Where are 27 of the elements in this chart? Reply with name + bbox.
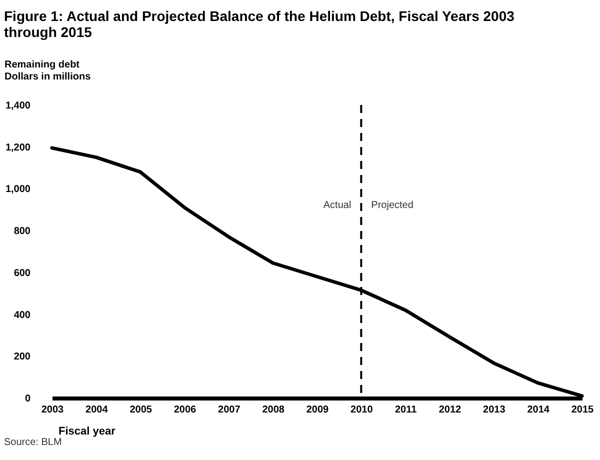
x-tick-label: 2010 — [350, 404, 374, 416]
x-axis-title: Fiscal year — [58, 426, 116, 438]
y-tick-label: 600 — [14, 268, 31, 279]
y-tick-label: 1,000 — [5, 184, 31, 196]
x-tick-label: 2006 — [174, 404, 197, 416]
y-tick-label: 1,200 — [5, 142, 31, 154]
y-tick-label: 0 — [24, 394, 31, 404]
x-tick-label: 2015 — [571, 404, 594, 416]
x-tick-label: 2011 — [394, 404, 418, 416]
annotation: Actual — [323, 200, 352, 211]
y-tick-label: 800 — [14, 226, 31, 238]
y-axis-title: Remaining debt Dollars in millions — [4, 60, 92, 82]
x-tick-label: 2005 — [130, 404, 152, 416]
y-tick-label: 1,400 — [5, 100, 31, 112]
x-tick-label: 2007 — [218, 404, 241, 416]
x-tick-label: 2008 — [262, 404, 285, 416]
x-tick-label: 2004 — [86, 404, 108, 416]
chart-title: Figure 1: Actual and Projected Balance of the Helium Debt, Fiscal Years 2003 through 2015 — [4, 8, 516, 40]
y-tick-label: 400 — [14, 310, 31, 321]
x-tick-label: 2003 — [41, 404, 64, 416]
x-tick-label: 2009 — [306, 404, 330, 416]
source-note: Source: BLM — [4, 437, 62, 448]
y-tick-label: 200 — [14, 352, 31, 363]
x-tick-label: 2014 — [527, 404, 550, 416]
x-tick-label: 2012 — [438, 404, 462, 416]
x-tick-label: 2013 — [483, 404, 506, 416]
annotation: Projected — [371, 200, 414, 211]
